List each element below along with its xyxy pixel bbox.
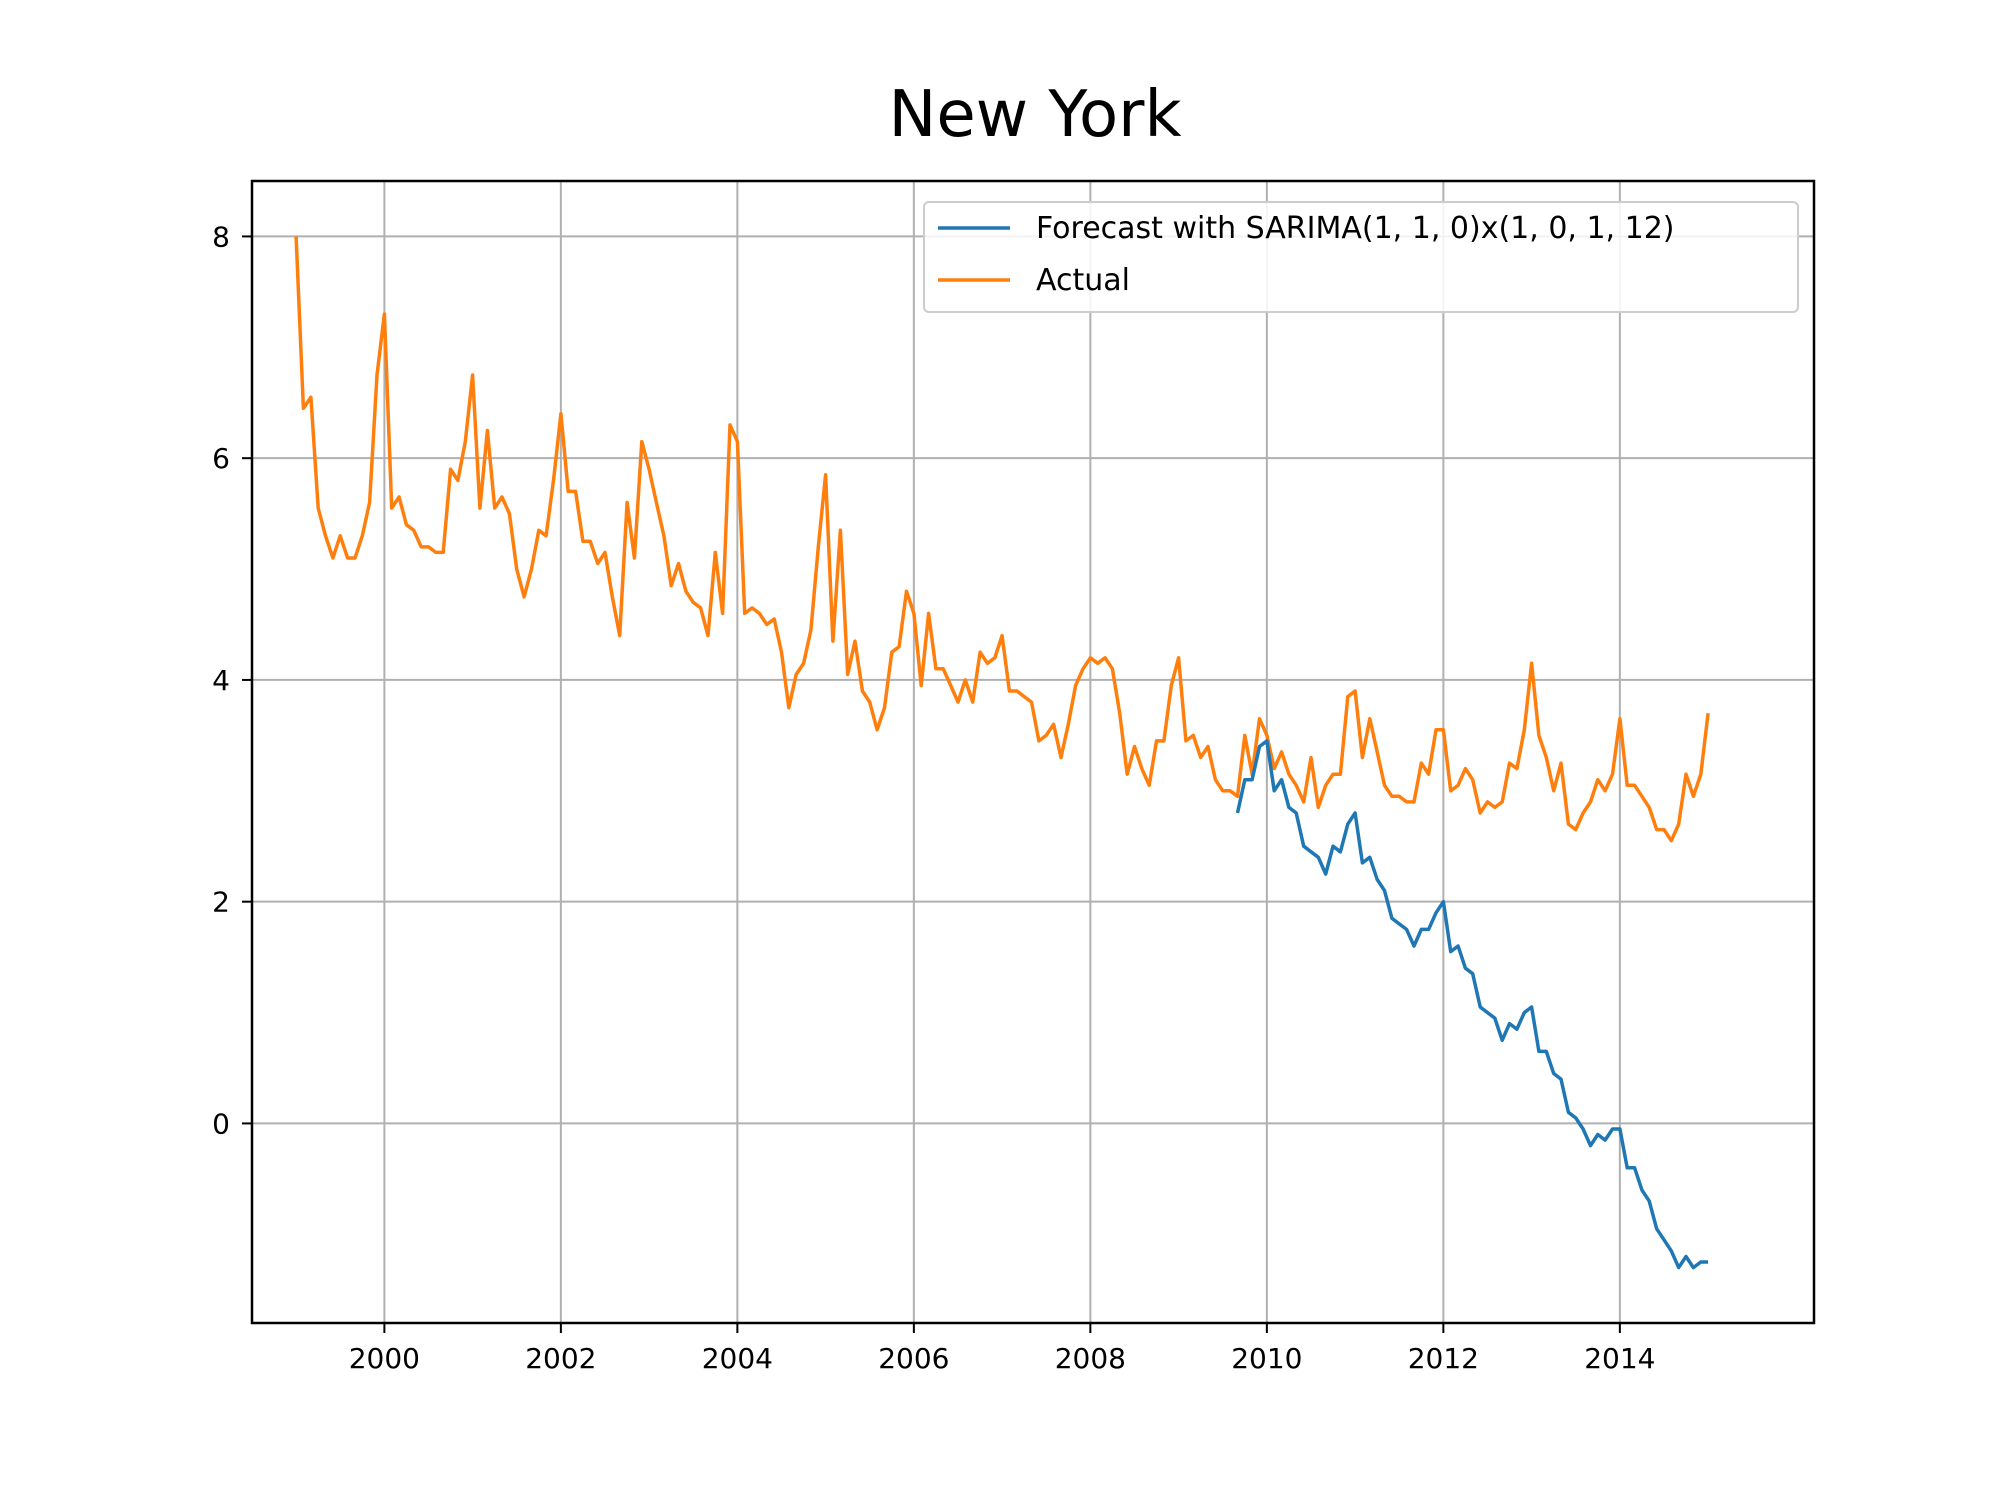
y-tick-label-2: 2 bbox=[212, 886, 230, 919]
x-axis-ticks: 2000 2002 2004 2006 2008 2010 2012 2014 bbox=[349, 1323, 1655, 1375]
actual-series-line bbox=[294, 236, 1710, 843]
x-tick-label-2004: 2004 bbox=[702, 1342, 773, 1375]
legend: Forecast with SARIMA(1, 1, 0)x(1, 0, 1, … bbox=[923, 201, 1799, 313]
legend-label-forecast: Forecast with SARIMA(1, 1, 0)x(1, 0, 1, … bbox=[1036, 211, 1675, 246]
y-tick-label-8: 8 bbox=[212, 220, 230, 253]
series-layer bbox=[294, 236, 1710, 1270]
legend-box bbox=[923, 201, 1799, 313]
x-tick-label-2006: 2006 bbox=[878, 1342, 949, 1375]
plot-frame bbox=[250, 179, 1816, 1325]
y-axis-ticks: 0 2 4 6 8 bbox=[212, 220, 252, 1140]
x-tick-label-2010: 2010 bbox=[1231, 1342, 1302, 1375]
x-tick-label-2014: 2014 bbox=[1584, 1342, 1655, 1375]
x-tick-label-2002: 2002 bbox=[525, 1342, 596, 1375]
x-tick-label-2000: 2000 bbox=[349, 1342, 420, 1375]
y-tick-label-4: 4 bbox=[212, 664, 230, 697]
y-tick-label-6: 6 bbox=[212, 442, 230, 475]
chart-title: New York bbox=[888, 78, 1181, 152]
x-tick-label-2012: 2012 bbox=[1408, 1342, 1479, 1375]
forecast-series-line bbox=[1235, 739, 1709, 1270]
y-tick-label-0: 0 bbox=[212, 1107, 230, 1140]
plot-area bbox=[252, 181, 1814, 1323]
legend-label-actual: Actual bbox=[1036, 263, 1130, 298]
x-tick-label-2008: 2008 bbox=[1055, 1342, 1126, 1375]
